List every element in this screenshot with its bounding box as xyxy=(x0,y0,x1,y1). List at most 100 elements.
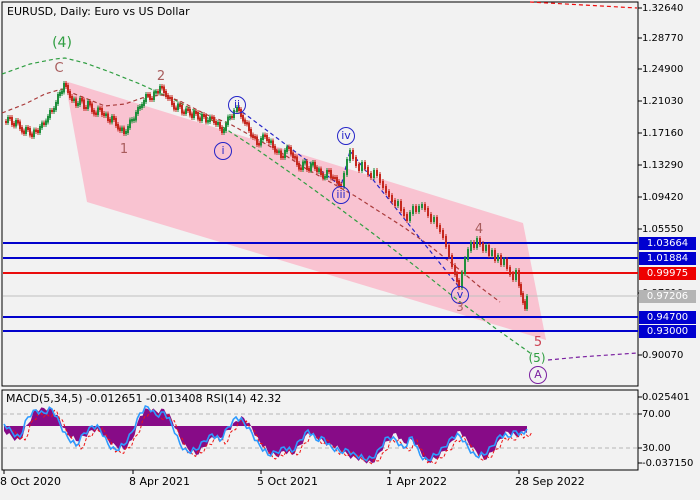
candle-body xyxy=(302,161,304,170)
candle-body xyxy=(113,116,115,120)
candle-body xyxy=(340,184,342,187)
candle-body xyxy=(197,112,199,120)
candle-body xyxy=(39,126,41,133)
candle-body xyxy=(79,98,81,105)
candle-body xyxy=(63,83,65,93)
candle-body xyxy=(445,236,447,247)
candle-body xyxy=(294,156,296,159)
candle-body xyxy=(355,157,357,166)
candle-body xyxy=(105,113,107,116)
price-tick-label: 1.13290 xyxy=(642,160,684,171)
candle-body xyxy=(179,103,181,107)
rsi-line xyxy=(3,404,528,462)
candle-body xyxy=(503,259,505,265)
projection-green-dashed-line xyxy=(1,57,534,356)
candle-body xyxy=(250,129,252,137)
candle-body xyxy=(11,117,13,125)
candle-body xyxy=(155,91,157,94)
candle-body xyxy=(320,168,322,175)
candle-body xyxy=(149,94,151,100)
candle-body xyxy=(213,117,215,123)
candle-body xyxy=(129,119,131,128)
price-tick-label: 1.09420 xyxy=(642,192,684,203)
target-purple-dashed-line xyxy=(547,352,638,361)
candle-body xyxy=(163,86,165,93)
date-tick-label: 8 Oct 2020 xyxy=(0,475,62,488)
candle-body xyxy=(349,150,351,161)
candle-body xyxy=(328,170,330,172)
candle-body xyxy=(290,147,292,155)
candle-body xyxy=(518,270,520,286)
candle-body xyxy=(370,173,372,178)
date-tick-label: 8 Apr 2021 xyxy=(129,475,191,488)
candle-body xyxy=(343,173,345,187)
candle-body xyxy=(141,104,143,108)
candle-body xyxy=(125,131,127,134)
candle-body xyxy=(23,130,25,134)
candle-body xyxy=(278,150,280,153)
candle-body xyxy=(35,129,37,132)
candle-body xyxy=(373,170,375,178)
candle-body xyxy=(364,162,366,169)
candle-body xyxy=(5,121,7,123)
price-tick-label: 1.24900 xyxy=(642,64,684,75)
candle-body xyxy=(97,107,99,115)
candle-body xyxy=(81,98,83,102)
candle-body xyxy=(322,173,324,179)
candle-body xyxy=(233,110,235,118)
candle-body xyxy=(189,109,191,116)
candle-body xyxy=(185,108,187,114)
candle-body xyxy=(167,95,169,99)
candle-body xyxy=(59,92,61,96)
candle-body xyxy=(133,118,135,121)
candle-body xyxy=(191,113,193,118)
candle-body xyxy=(388,191,390,197)
wave-label-iii: iii xyxy=(332,186,350,204)
candle-body xyxy=(55,102,57,110)
candle-body xyxy=(415,206,417,212)
candle-body xyxy=(27,127,29,130)
candle-body xyxy=(199,117,201,121)
candle-body xyxy=(456,273,458,282)
candle-body xyxy=(292,152,294,158)
candle-body xyxy=(115,118,117,126)
candle-body xyxy=(187,108,189,111)
candle-body xyxy=(211,116,213,119)
macd-histogram xyxy=(4,406,527,464)
candle-body xyxy=(111,116,113,123)
candle-body xyxy=(296,156,298,165)
candle-body xyxy=(382,181,384,188)
candle-body xyxy=(509,267,511,275)
candle-body xyxy=(159,86,161,94)
candle-body xyxy=(318,168,320,172)
price-tick-label: 1.28770 xyxy=(642,33,684,44)
candle-body xyxy=(500,255,502,265)
wave-channel-wedge xyxy=(65,81,546,340)
candle-body xyxy=(258,143,260,146)
candle-body xyxy=(121,127,123,131)
candle-body xyxy=(254,136,256,139)
price-level-badge: 0.94700 xyxy=(639,311,696,324)
candle-body xyxy=(256,136,258,145)
candle-body xyxy=(227,116,229,125)
candle-body xyxy=(181,105,183,114)
candle-body xyxy=(177,103,179,110)
candle-body xyxy=(522,293,524,303)
candle-body xyxy=(352,150,354,159)
candle-body xyxy=(89,101,91,106)
candle-body xyxy=(21,127,23,133)
price-level-badge: 0.93000 xyxy=(639,325,696,338)
candle-body xyxy=(424,204,426,210)
candle-body xyxy=(252,134,254,138)
candle-body xyxy=(51,110,53,112)
candle-body xyxy=(47,116,49,123)
candle-body xyxy=(77,103,79,106)
candle-body xyxy=(464,258,466,274)
candle-body xyxy=(304,161,306,164)
candle-body xyxy=(476,238,478,248)
price-tick-label: 0.025401 xyxy=(642,392,690,403)
candle-body xyxy=(316,167,318,172)
wave-label-v: v xyxy=(451,286,469,304)
candle-body xyxy=(470,242,472,251)
